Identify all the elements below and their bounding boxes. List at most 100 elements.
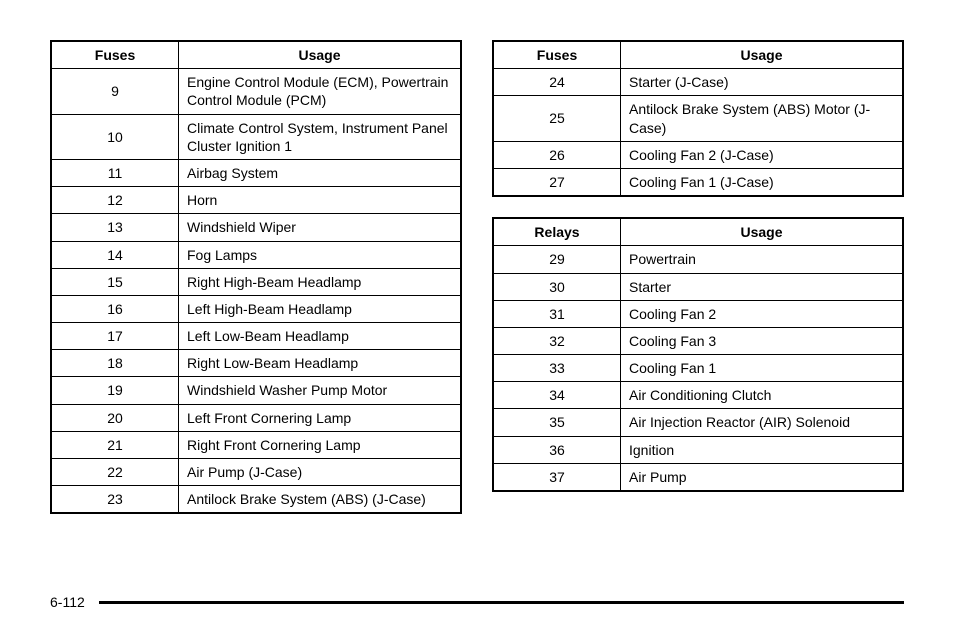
cell-usage: Starter — [621, 273, 904, 300]
cell-id: 20 — [51, 404, 179, 431]
cell-id: 15 — [51, 268, 179, 295]
cell-usage: Left High-Beam Headlamp — [179, 295, 462, 322]
table-row: 34Air Conditioning Clutch — [493, 382, 903, 409]
col-header-usage: Usage — [621, 218, 904, 246]
cell-usage: Fog Lamps — [179, 241, 462, 268]
cell-usage: Antilock Brake System (ABS) (J-Case) — [179, 486, 462, 514]
cell-usage: Left Low-Beam Headlamp — [179, 323, 462, 350]
table-row: 15Right High-Beam Headlamp — [51, 268, 461, 295]
cell-id: 12 — [51, 187, 179, 214]
cell-id: 17 — [51, 323, 179, 350]
cell-usage: Climate Control System, Instrument Panel… — [179, 114, 462, 159]
relays-body: 29Powertrain30Starter31Cooling Fan 232Co… — [493, 246, 903, 491]
cell-id: 14 — [51, 241, 179, 268]
table-header-row: Relays Usage — [493, 218, 903, 246]
table-header-row: Fuses Usage — [493, 41, 903, 69]
table-row: 23Antilock Brake System (ABS) (J-Case) — [51, 486, 461, 514]
table-row: 21Right Front Cornering Lamp — [51, 431, 461, 458]
table-row: 24Starter (J-Case) — [493, 69, 903, 96]
cell-id: 33 — [493, 355, 621, 382]
cell-id: 18 — [51, 350, 179, 377]
cell-id: 10 — [51, 114, 179, 159]
fuses-right-body: 24Starter (J-Case)25Antilock Brake Syste… — [493, 69, 903, 196]
cell-usage: Ignition — [621, 436, 904, 463]
cell-usage: Airbag System — [179, 159, 462, 186]
table-row: 29Powertrain — [493, 246, 903, 273]
cell-id: 35 — [493, 409, 621, 436]
page-footer: 6-112 — [50, 594, 904, 610]
cell-id: 24 — [493, 69, 621, 96]
cell-usage: Powertrain — [621, 246, 904, 273]
cell-usage: Air Conditioning Clutch — [621, 382, 904, 409]
table-row: 22Air Pump (J-Case) — [51, 459, 461, 486]
cell-usage: Windshield Wiper — [179, 214, 462, 241]
table-row: 35Air Injection Reactor (AIR) Solenoid — [493, 409, 903, 436]
cell-id: 30 — [493, 273, 621, 300]
cell-usage: Right Front Cornering Lamp — [179, 431, 462, 458]
cell-usage: Windshield Washer Pump Motor — [179, 377, 462, 404]
table-row: 19Windshield Washer Pump Motor — [51, 377, 461, 404]
table-row: 12Horn — [51, 187, 461, 214]
col-header-usage: Usage — [179, 41, 462, 69]
cell-id: 22 — [51, 459, 179, 486]
col-header-usage: Usage — [621, 41, 904, 69]
fuses-table-left: Fuses Usage 9Engine Control Module (ECM)… — [50, 40, 462, 514]
table-row: 10Climate Control System, Instrument Pan… — [51, 114, 461, 159]
cell-usage: Right High-Beam Headlamp — [179, 268, 462, 295]
cell-id: 11 — [51, 159, 179, 186]
table-row: 13Windshield Wiper — [51, 214, 461, 241]
table-row: 18Right Low-Beam Headlamp — [51, 350, 461, 377]
cell-id: 31 — [493, 300, 621, 327]
fuses-table-right: Fuses Usage 24Starter (J-Case)25Antilock… — [492, 40, 904, 197]
table-row: 31Cooling Fan 2 — [493, 300, 903, 327]
relays-table: Relays Usage 29Powertrain30Starter31Cool… — [492, 217, 904, 492]
col-header-relays: Relays — [493, 218, 621, 246]
cell-id: 25 — [493, 96, 621, 141]
table-gap — [492, 197, 904, 217]
cell-usage: Antilock Brake System (ABS) Motor (J-Cas… — [621, 96, 904, 141]
cell-id: 13 — [51, 214, 179, 241]
cell-id: 32 — [493, 327, 621, 354]
cell-id: 21 — [51, 431, 179, 458]
cell-usage: Air Injection Reactor (AIR) Solenoid — [621, 409, 904, 436]
page: Fuses Usage 9Engine Control Module (ECM)… — [0, 0, 954, 638]
cell-usage: Cooling Fan 1 — [621, 355, 904, 382]
cell-usage: Cooling Fan 2 (J-Case) — [621, 141, 904, 168]
table-row: 26Cooling Fan 2 (J-Case) — [493, 141, 903, 168]
col-header-fuses: Fuses — [493, 41, 621, 69]
cell-usage: Left Front Cornering Lamp — [179, 404, 462, 431]
cell-id: 16 — [51, 295, 179, 322]
table-row: 11Airbag System — [51, 159, 461, 186]
cell-id: 36 — [493, 436, 621, 463]
cell-usage: Air Pump — [621, 463, 904, 491]
table-header-row: Fuses Usage — [51, 41, 461, 69]
table-row: 36Ignition — [493, 436, 903, 463]
cell-id: 26 — [493, 141, 621, 168]
table-row: 33Cooling Fan 1 — [493, 355, 903, 382]
table-row: 20Left Front Cornering Lamp — [51, 404, 461, 431]
right-column: Fuses Usage 24Starter (J-Case)25Antilock… — [492, 40, 904, 514]
cell-usage: Air Pump (J-Case) — [179, 459, 462, 486]
fuses-left-body: 9Engine Control Module (ECM), Powertrain… — [51, 69, 461, 514]
cell-id: 34 — [493, 382, 621, 409]
table-row: 9Engine Control Module (ECM), Powertrain… — [51, 69, 461, 114]
cell-id: 9 — [51, 69, 179, 114]
table-row: 17Left Low-Beam Headlamp — [51, 323, 461, 350]
footer-rule — [99, 601, 904, 604]
cell-usage: Engine Control Module (ECM), Powertrain … — [179, 69, 462, 114]
cell-id: 19 — [51, 377, 179, 404]
cell-usage: Cooling Fan 1 (J-Case) — [621, 168, 904, 196]
cell-id: 29 — [493, 246, 621, 273]
table-row: 27Cooling Fan 1 (J-Case) — [493, 168, 903, 196]
columns-wrapper: Fuses Usage 9Engine Control Module (ECM)… — [50, 40, 904, 514]
cell-id: 37 — [493, 463, 621, 491]
cell-usage: Horn — [179, 187, 462, 214]
cell-id: 27 — [493, 168, 621, 196]
page-number: 6-112 — [50, 594, 85, 610]
table-row: 30Starter — [493, 273, 903, 300]
cell-usage: Cooling Fan 2 — [621, 300, 904, 327]
table-row: 14Fog Lamps — [51, 241, 461, 268]
cell-id: 23 — [51, 486, 179, 514]
col-header-fuses: Fuses — [51, 41, 179, 69]
table-row: 16Left High-Beam Headlamp — [51, 295, 461, 322]
